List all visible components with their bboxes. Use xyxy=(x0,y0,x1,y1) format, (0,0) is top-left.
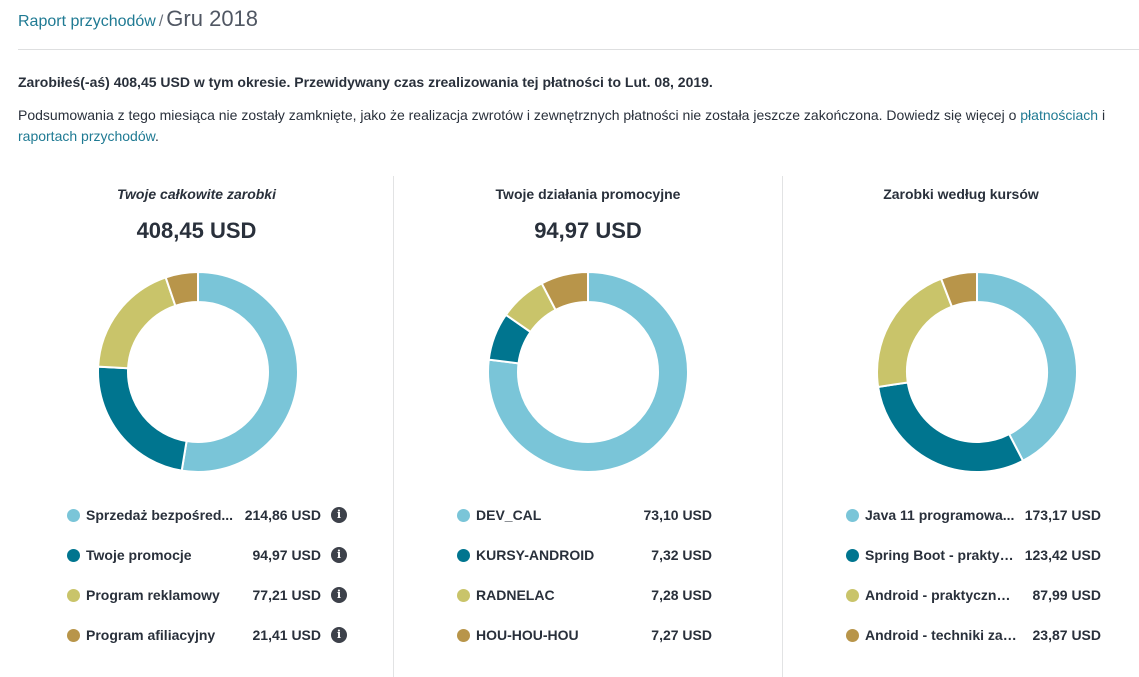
donut-slice-3[interactable] xyxy=(540,271,589,312)
donut-slice-3[interactable] xyxy=(939,271,978,308)
closing-note-text: Podsumowania z tego miesiąca nie zostały… xyxy=(18,107,1021,123)
legend-label: Sprzedaż bezpośred... xyxy=(86,507,234,523)
donut-slice-2[interactable] xyxy=(876,277,954,389)
legend-row: DEV_CAL 73,10 USD xyxy=(457,504,712,544)
panel-total: 408,45 USD xyxy=(136,218,257,243)
legend-label: KURSY-ANDROID xyxy=(476,547,595,563)
legend-swatch xyxy=(457,629,470,642)
legend: DEV_CAL 73,10 USD KURSY-ANDROID 7,32 USD… xyxy=(457,504,712,664)
donut-chart xyxy=(97,271,299,473)
info-icon[interactable]: i xyxy=(331,627,347,643)
legend-value: 94,97 USD xyxy=(252,547,321,563)
header-divider xyxy=(18,49,1139,50)
donut-slice-0[interactable] xyxy=(976,271,1078,463)
legend-value: 73,10 USD xyxy=(643,507,712,523)
closing-note-conj: i xyxy=(1098,107,1106,123)
legend-row: Sprzedaż bezpośred... 214,86 USD i xyxy=(67,504,357,544)
revenue-reports-link[interactable]: raportach przychodów xyxy=(18,128,155,144)
legend-swatch xyxy=(457,549,470,562)
legend-label: Spring Boot - praktyc... xyxy=(865,547,1017,563)
legend-swatch xyxy=(846,589,859,602)
legend-swatch xyxy=(846,549,859,562)
legend-swatch xyxy=(457,509,470,522)
legend-value: 7,32 USD xyxy=(651,547,712,563)
panel-title: Zarobki według kursów xyxy=(883,186,1039,202)
legend-label: Program afiliacyjny xyxy=(86,627,216,643)
legend-label: HOU-HOU-HOU xyxy=(476,627,579,643)
legend-row: Java 11 programowa... 173,17 USD xyxy=(846,504,1101,544)
panel-promotions: Twoje działania promocyjne 94,97 USD DEV… xyxy=(394,176,782,677)
donut-slice-2[interactable] xyxy=(97,276,177,370)
column-divider xyxy=(393,176,394,677)
donut-slice-0[interactable] xyxy=(487,271,689,473)
legend-label: Program reklamowy xyxy=(86,587,220,603)
legend-label: Android - praktyczny ... xyxy=(865,587,1017,603)
breadcrumb: Raport przychodów / Gru 2018 xyxy=(18,6,258,32)
donut-slice-0[interactable] xyxy=(180,271,299,473)
donut-chart xyxy=(876,271,1078,473)
legend-value: 7,28 USD xyxy=(651,587,712,603)
legend-row: HOU-HOU-HOU 7,27 USD xyxy=(457,624,712,664)
legend-value: 123,42 USD xyxy=(1024,547,1101,563)
legend-label: Java 11 programowa... xyxy=(865,507,1015,523)
panel-title: Twoje działania promocyjne xyxy=(495,186,681,202)
legend-row: KURSY-ANDROID 7,32 USD xyxy=(457,544,712,584)
legend-value: 173,17 USD xyxy=(1024,507,1101,523)
donut-slice-3[interactable] xyxy=(164,271,199,308)
info-icon[interactable]: i xyxy=(331,547,347,563)
legend-label: Android - techniki zaa... xyxy=(865,627,1017,643)
legend-row: RADNELAC 7,28 USD xyxy=(457,584,712,624)
earnings-summary: Zarobiłeś(-aś) 408,45 USD w tym okresie.… xyxy=(18,74,713,90)
legend-label: DEV_CAL xyxy=(476,507,542,523)
legend-value: 77,21 USD xyxy=(252,587,321,603)
column-divider xyxy=(782,176,783,677)
legend: Sprzedaż bezpośred... 214,86 USD i Twoje… xyxy=(67,504,357,664)
legend-label: Twoje promocje xyxy=(86,547,192,563)
panel-earnings-by-course: Zarobki według kursów Java 11 programowa… xyxy=(783,176,1139,677)
legend-row: Android - praktyczny ... 87,99 USD xyxy=(846,584,1101,624)
closing-note: Podsumowania z tego miesiąca nie zostały… xyxy=(18,105,1133,147)
legend-swatch xyxy=(846,509,859,522)
legend-value: 21,41 USD xyxy=(252,627,321,643)
legend-swatch xyxy=(67,589,80,602)
legend-swatch xyxy=(67,629,80,642)
info-icon[interactable]: i xyxy=(331,507,347,523)
legend-label: RADNELAC xyxy=(476,587,555,603)
breadcrumb-separator: / xyxy=(158,13,164,30)
payments-link[interactable]: płatnościach xyxy=(1020,107,1099,123)
breadcrumb-current-period: Gru 2018 xyxy=(166,6,259,31)
donut-chart xyxy=(487,271,689,473)
legend-row: Program reklamowy 77,21 USD i xyxy=(67,584,357,624)
legend-value: 87,99 USD xyxy=(1032,587,1101,603)
legend-swatch xyxy=(846,629,859,642)
legend-row: Twoje promocje 94,97 USD i xyxy=(67,544,357,584)
breadcrumb-link-revenue-report[interactable]: Raport przychodów xyxy=(18,13,156,30)
donut-slice-1[interactable] xyxy=(97,365,188,472)
legend-value: 23,87 USD xyxy=(1032,627,1101,643)
legend-value: 214,86 USD xyxy=(244,507,321,523)
legend-swatch xyxy=(457,589,470,602)
legend-swatch xyxy=(67,549,80,562)
info-icon[interactable]: i xyxy=(331,587,347,603)
donut-slice-1[interactable] xyxy=(876,381,1025,473)
legend-row: Spring Boot - praktyc... 123,42 USD xyxy=(846,544,1101,584)
legend-value: 7,27 USD xyxy=(651,627,712,643)
panel-total: 94,97 USD xyxy=(534,218,642,243)
legend-swatch xyxy=(67,509,80,522)
closing-note-end: . xyxy=(154,128,159,144)
legend-row: Program afiliacyjny 21,41 USD i xyxy=(67,624,357,664)
panel-total-earnings: Twoje całkowite zarobki 408,45 USD Sprze… xyxy=(0,176,393,677)
legend-row: Android - techniki zaa... 23,87 USD xyxy=(846,624,1101,664)
legend: Java 11 programowa... 173,17 USD Spring … xyxy=(846,504,1101,664)
panel-title: Twoje całkowite zarobki xyxy=(117,186,276,202)
